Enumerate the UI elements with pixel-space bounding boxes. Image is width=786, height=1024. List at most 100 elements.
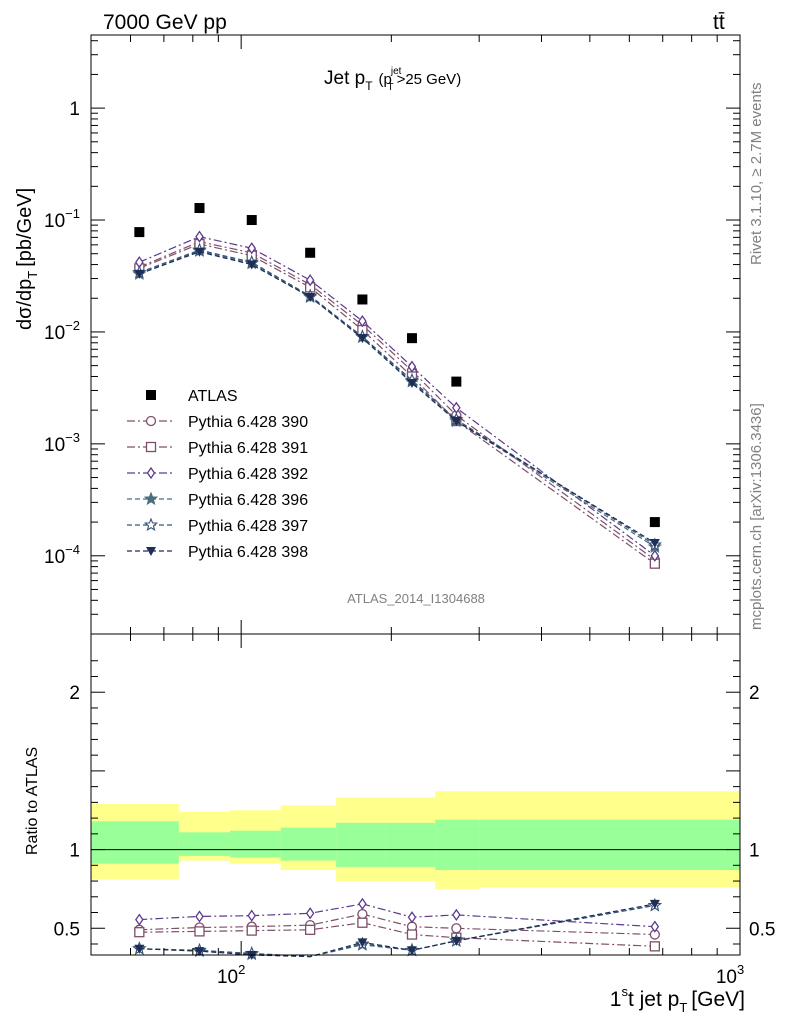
ratio-ylabel: Ratio to ATLAS — [24, 747, 41, 855]
series-6 — [134, 247, 660, 549]
ratio-series-2 — [135, 897, 660, 933]
ratio-point — [305, 907, 315, 920]
ratio-point — [649, 941, 661, 952]
series-line — [139, 251, 656, 544]
ratio-point — [247, 909, 257, 922]
data-point — [246, 215, 257, 226]
data-point — [195, 230, 204, 243]
legend-label: Pythia 6.428 398 — [188, 544, 308, 561]
ratio-point — [406, 946, 417, 956]
series-3 — [135, 230, 660, 562]
main-ytick-label: 10−1 — [44, 206, 80, 232]
ratio-point — [451, 923, 462, 934]
legend-marker — [146, 547, 156, 556]
data-point — [649, 539, 660, 549]
ratio-line — [139, 903, 655, 928]
data-point — [194, 203, 205, 214]
legend-marker — [146, 466, 156, 480]
legend-label: Pythia 6.428 390 — [188, 414, 308, 431]
series-line — [139, 236, 656, 557]
energy-label: 7000 GeV pp — [103, 11, 227, 34]
ratio-series-0 — [134, 908, 661, 940]
ratio-point — [649, 899, 660, 909]
data-point — [305, 293, 316, 303]
legend-marker — [143, 517, 159, 532]
uncertainty-band-green — [479, 819, 740, 871]
ratio-ytick-label-right: 0.5 — [749, 919, 775, 940]
ratio-point — [195, 910, 204, 923]
uncertainty-band-green — [336, 822, 386, 867]
ratio-point — [407, 911, 417, 924]
main-ytick-label: 10−3 — [44, 430, 80, 456]
ratio-point — [305, 924, 316, 935]
legend: ATLAS Pythia 6.428 390 Pythia 6.428 391 Pyt… — [127, 388, 308, 561]
ratio-point — [134, 927, 145, 938]
ratio-point — [246, 925, 257, 936]
main-title: Jet pT (pjet T >25 GeV) — [324, 66, 461, 93]
ratio-line — [139, 903, 656, 958]
ratio-point — [357, 938, 368, 948]
series-0 — [134, 203, 660, 528]
data-point — [357, 334, 368, 344]
legend-marker — [145, 441, 157, 453]
legend-label: Pythia 6.428 391 — [188, 440, 308, 457]
data-point — [134, 269, 145, 279]
ratio-series-5 — [134, 899, 660, 960]
uncertainty-band-green — [91, 821, 179, 864]
process-label: tt̄ — [713, 11, 725, 34]
series-line — [139, 249, 656, 546]
uncertainty-band-green — [178, 832, 231, 856]
analysis-id: ATLAS_2014_I1304688 — [347, 591, 485, 606]
data-point — [451, 417, 462, 427]
ratio-point — [134, 944, 145, 954]
x-axis-label: 1st jet pT [GeV] — [610, 984, 745, 1015]
ratio-line — [139, 922, 655, 947]
data-point — [358, 314, 367, 328]
ratio-point — [452, 908, 461, 922]
data-point — [357, 294, 368, 305]
uncertainty-band-green — [435, 819, 480, 871]
data-point — [451, 376, 462, 387]
data-point — [649, 517, 660, 528]
mcplots-label: mcplots.cern.ch [arXiv:1306.3436] — [748, 403, 765, 630]
ratio-series-3 — [132, 897, 662, 961]
ratio-point — [358, 897, 367, 910]
ratio-ytick-label: 0.5 — [54, 919, 80, 940]
data-point — [406, 333, 417, 344]
main-ytick-label: 1 — [69, 99, 80, 120]
x-tick-label: 102 — [217, 962, 245, 988]
data-point — [134, 227, 145, 238]
ratio-frame — [90, 633, 741, 956]
ratio-ytick-label: 1 — [69, 841, 80, 862]
main-panel: 1 10−1 10−2 10−3 10−4 — [44, 34, 741, 635]
legend-marker — [145, 415, 157, 427]
legend-label: Pythia 6.428 396 — [188, 492, 308, 509]
x-tick-label: 103 — [716, 962, 744, 988]
rivet-label: Rivet 3.1.10, ≥ 2.7M events — [748, 83, 765, 266]
series-line — [139, 241, 656, 561]
legend-label: Pythia 6.428 392 — [188, 466, 308, 483]
series-line — [139, 243, 656, 565]
main-ytick-label: 10−2 — [44, 318, 80, 344]
uncertainty-band-green — [230, 830, 281, 858]
data-point — [407, 360, 417, 373]
ratio-point — [194, 947, 205, 957]
ratio-line — [139, 913, 655, 936]
legend-marker — [143, 491, 159, 506]
ratio-ytick-label-right: 2 — [749, 683, 760, 704]
ratio-point — [451, 936, 462, 946]
ratio-point — [194, 926, 205, 937]
legend-label: Pythia 6.428 397 — [188, 518, 308, 535]
ratio-ytick-label-right: 1 — [749, 841, 760, 862]
data-point — [406, 378, 417, 388]
main-ylabel: dσ/dpT[pb/GeV] — [14, 188, 40, 330]
data-point — [305, 247, 316, 258]
ratio-point — [406, 929, 418, 940]
legend-label: ATLAS — [188, 388, 238, 405]
uncertainty-band-green — [385, 822, 436, 867]
legend-marker — [146, 390, 156, 400]
ratio-point — [357, 917, 368, 928]
data-point — [246, 260, 257, 270]
data-point — [650, 549, 660, 562]
